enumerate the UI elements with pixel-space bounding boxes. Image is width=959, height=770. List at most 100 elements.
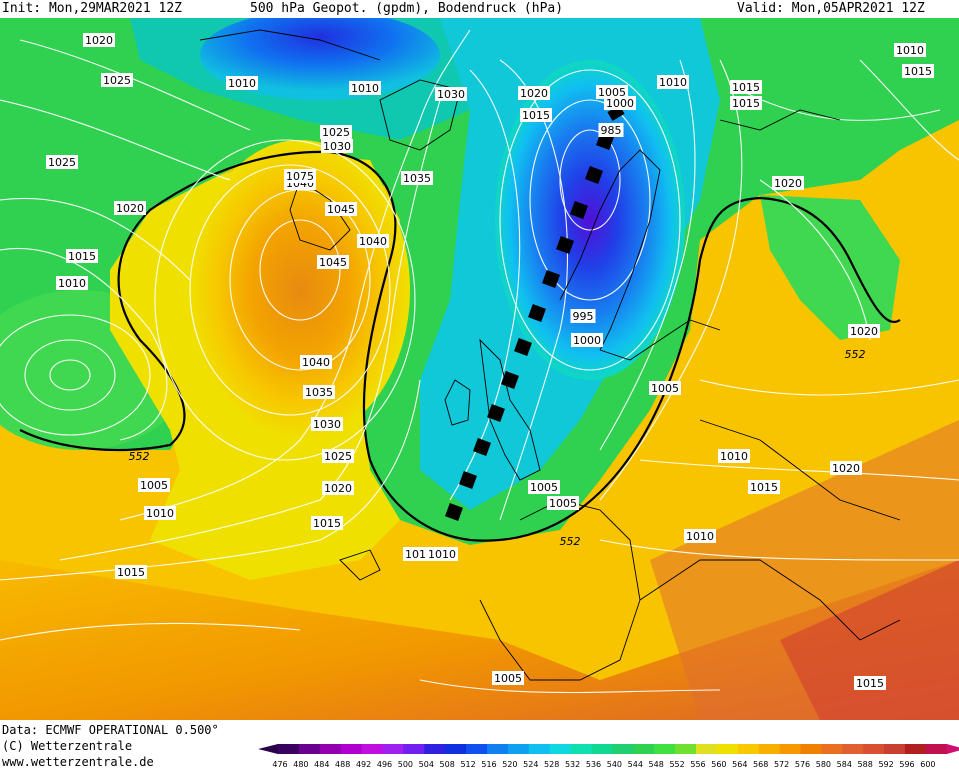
map-canvas: 1020 1025 1025 1020 1015 1010 1010 1015 1020 1030…	[0, 18, 959, 720]
svg-text:1020: 1020	[85, 34, 113, 47]
legend-tick-label: 488	[335, 760, 350, 769]
svg-text:1005: 1005	[530, 481, 558, 494]
legend-tick-label: 516	[481, 760, 496, 769]
height-label-group: 552 552 552	[129, 348, 866, 548]
svg-text:1040: 1040	[302, 356, 330, 369]
coastlines	[199, 29, 901, 681]
svg-text:1010: 1010	[146, 507, 174, 520]
legend-swatch	[298, 744, 321, 754]
svg-text:1010: 1010	[351, 82, 379, 95]
pressure-label: 1010	[56, 276, 88, 290]
legend-tick-label: 500	[398, 760, 413, 769]
svg-text:1010: 1010	[58, 277, 86, 290]
legend-swatch	[382, 744, 404, 754]
legend-tick-label: 528	[544, 760, 559, 769]
svg-text:995: 995	[573, 310, 594, 323]
pressure-label: 1035	[303, 385, 335, 399]
svg-text:1025: 1025	[322, 126, 350, 139]
svg-text:1045: 1045	[319, 256, 347, 269]
svg-text:1030: 1030	[323, 140, 351, 153]
legend-tick-label: 600	[920, 760, 935, 769]
svg-text:1010: 1010	[896, 44, 924, 57]
svg-text:1040: 1040	[359, 235, 387, 248]
legend-swatch	[319, 744, 342, 754]
svg-text:1035: 1035	[403, 172, 431, 185]
pressure-label: 1005	[138, 478, 170, 492]
legend-swatch	[863, 744, 885, 754]
pressure-label: 1020	[830, 461, 862, 475]
svg-text:1030: 1030	[437, 88, 465, 101]
svg-text:1005: 1005	[494, 672, 522, 685]
legend-swatch	[925, 744, 948, 754]
height-label: 552	[560, 535, 581, 548]
legend-swatch	[612, 744, 634, 754]
pressure-label: 1015	[520, 108, 552, 122]
copyright: (C) Wetterzentrale	[2, 739, 133, 753]
pressure-label: 1015	[730, 96, 762, 110]
svg-text:1010: 1010	[659, 76, 687, 89]
legend-tick-label: 584	[837, 760, 852, 769]
legend-tick-label: 560	[711, 760, 726, 769]
height-label: 552	[845, 348, 866, 361]
svg-text:1010: 1010	[686, 530, 714, 543]
legend-swatch	[445, 744, 467, 754]
svg-text:1015: 1015	[313, 517, 341, 530]
legend-swatch	[821, 744, 843, 754]
legend-arrow-left	[258, 744, 278, 754]
init-time: Init: Mon,29MAR2021 12Z	[2, 1, 183, 16]
pressure-label: 1015	[115, 565, 147, 579]
legend-swatch	[842, 744, 864, 754]
legend-swatch	[905, 744, 927, 754]
legend-swatch	[507, 744, 530, 754]
legend-tick-label: 512	[460, 760, 475, 769]
pressure-label: 1015	[748, 480, 780, 494]
website-link[interactable]: www.wetterzentrale.de	[2, 755, 154, 769]
svg-text:1075: 1075	[286, 170, 314, 183]
pressure-label: 1015	[730, 80, 762, 94]
svg-text:1025: 1025	[48, 156, 76, 169]
pressure-label: 1005	[492, 671, 524, 685]
svg-text:1005: 1005	[651, 382, 679, 395]
legend-swatch	[779, 744, 801, 754]
legend-tick-label: 496	[377, 760, 392, 769]
legend-tick-label: 536	[586, 760, 601, 769]
pressure-label: 1010	[718, 449, 750, 463]
pressure-label: 1005	[649, 381, 681, 395]
legend-tick-label: 492	[356, 760, 371, 769]
pressure-label: 1045	[317, 255, 349, 269]
weather-map: 1020 1025 1025 1020 1015 1010 1010 1015 1020 1030…	[0, 18, 959, 720]
svg-text:1045: 1045	[327, 203, 355, 216]
svg-text:1025: 1025	[324, 450, 352, 463]
color-legend: 476 480 484 488 492 496 500 504 508 512 516 520 524 5…	[258, 744, 959, 769]
svg-text:1020: 1020	[324, 482, 352, 495]
legend-tick-label: 524	[523, 760, 538, 769]
legend-tick-label: 508	[440, 760, 455, 769]
pressure-label: 1005	[547, 496, 579, 510]
svg-text:1015: 1015	[856, 677, 884, 690]
legend-tick-label: 576	[795, 760, 810, 769]
pressure-label: 1025	[320, 125, 352, 139]
pressure-label: 1020	[518, 86, 550, 100]
svg-text:1030: 1030	[313, 418, 341, 431]
pressure-label: 1015	[854, 676, 886, 690]
legend-swatch	[737, 744, 760, 754]
svg-text:1015: 1015	[117, 566, 145, 579]
legend-tick-label: 572	[774, 760, 789, 769]
pressure-label: 1000	[571, 333, 603, 347]
pressure-label: 1010	[426, 547, 458, 561]
legend-tick-label: 504	[419, 760, 434, 769]
svg-text:1035: 1035	[305, 386, 333, 399]
legend-swatch	[361, 744, 383, 754]
pressure-label: 1035	[401, 171, 433, 185]
pressure-label: 1020	[322, 481, 354, 495]
pressure-label: 985	[598, 123, 624, 137]
chart-title: 500 hPa Geopot. (gpdm), Bodendruck (hPa)	[250, 1, 564, 16]
legend-tick-label: 588	[858, 760, 873, 769]
svg-text:985: 985	[601, 124, 622, 137]
chart-footer: Data: ECMWF OPERATIONAL 0.500° (C) Wette…	[0, 720, 959, 770]
svg-text:1010: 1010	[428, 548, 456, 561]
svg-text:1020: 1020	[832, 462, 860, 475]
legend-arrow-right	[946, 744, 959, 754]
pressure-label: 1010	[657, 75, 689, 89]
legend-tick-label: 548	[649, 760, 664, 769]
